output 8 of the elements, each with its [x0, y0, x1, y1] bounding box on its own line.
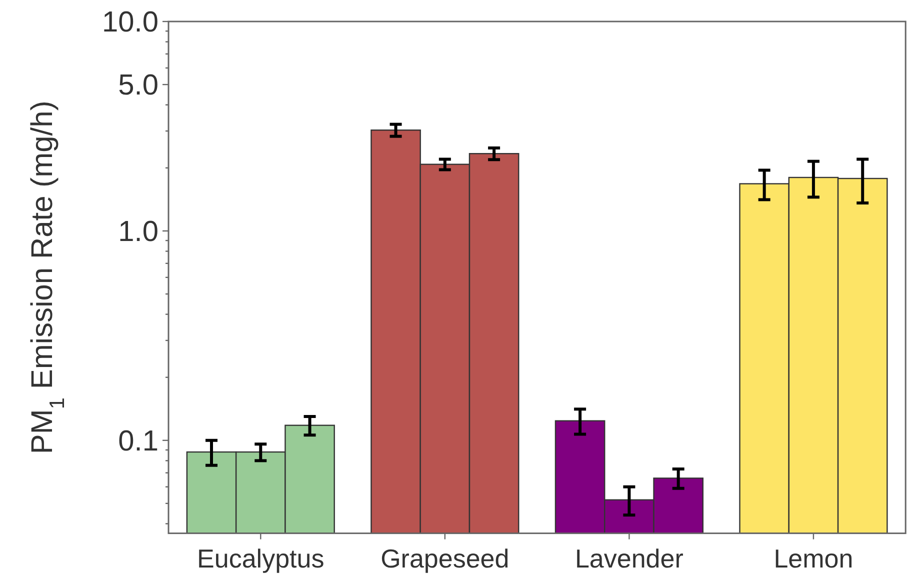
y-tick-label: 5.0: [118, 70, 158, 102]
y-tick-label: 1.0: [118, 216, 158, 248]
y-tick-label: 10.0: [102, 6, 158, 39]
x-tick-label: Eucalyptus: [197, 543, 324, 574]
x-tick-label: Lavender: [574, 543, 684, 574]
x-tick-label: Grapeseed: [380, 543, 510, 574]
x-tick-label: Lemon: [774, 543, 854, 574]
y-tick-label: 0.1: [118, 426, 158, 458]
